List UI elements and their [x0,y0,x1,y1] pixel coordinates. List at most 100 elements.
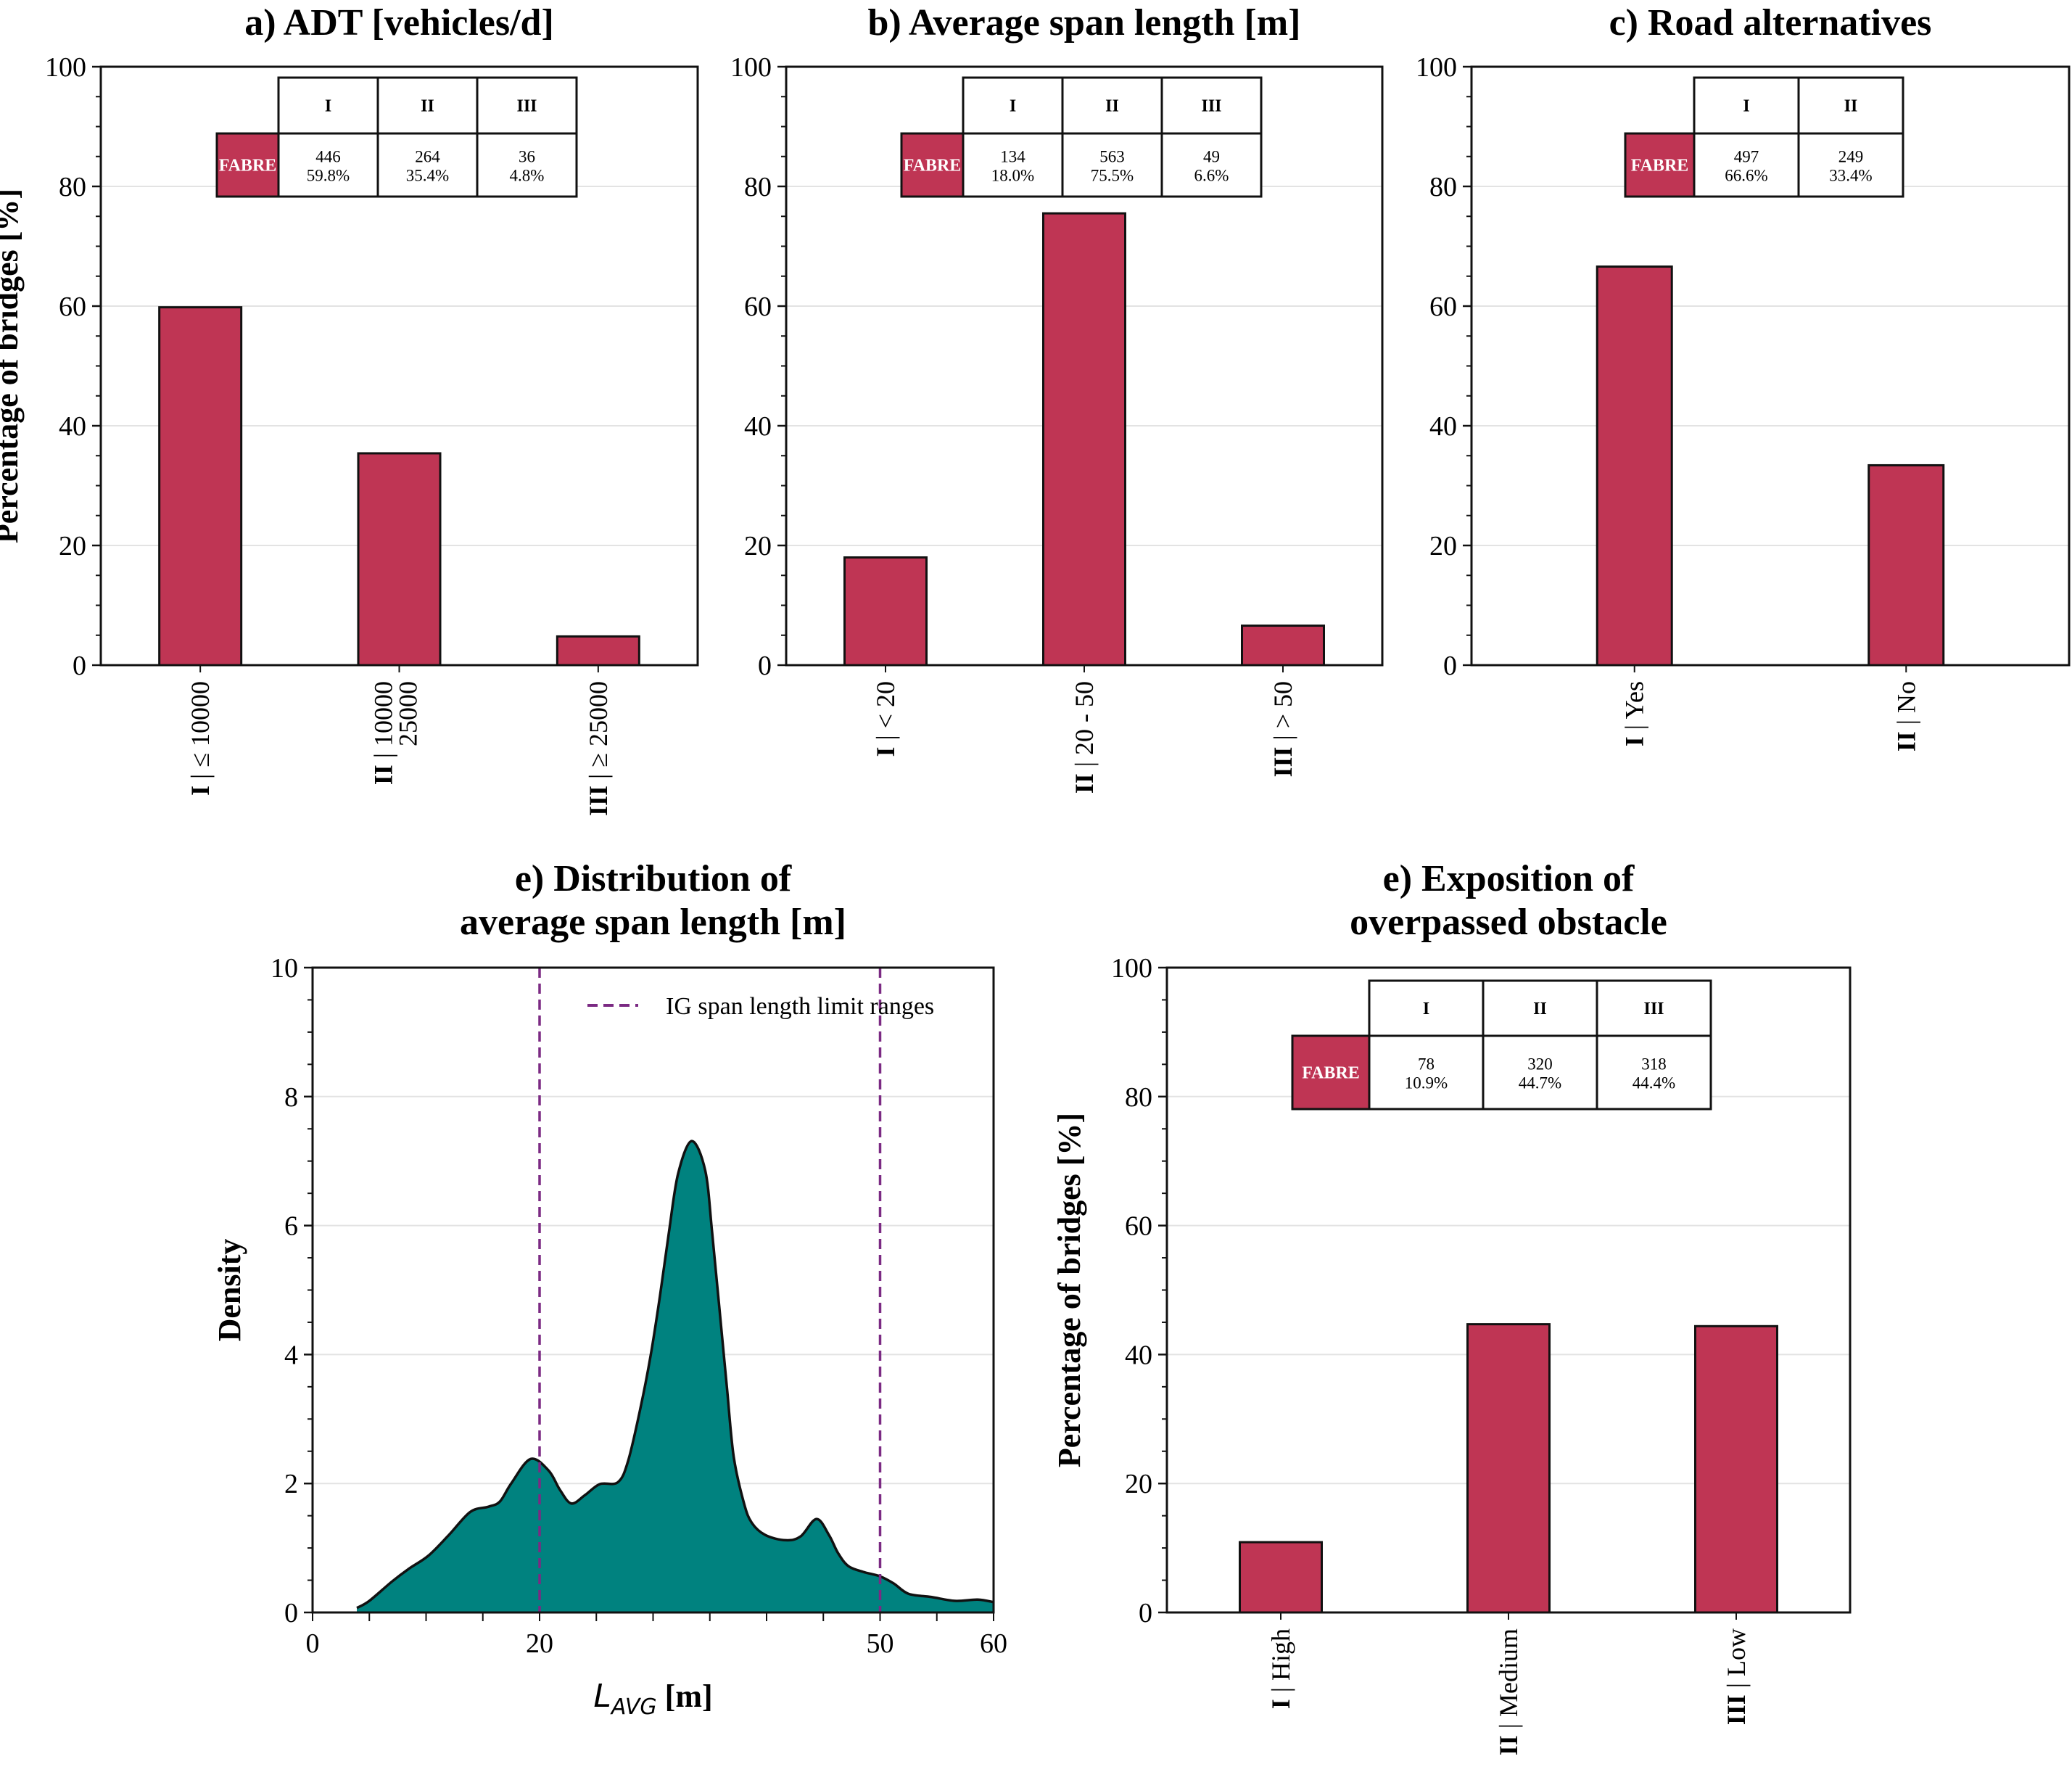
y-tick-label: 0 [73,651,86,681]
x-tick-label: I | < 20 [871,681,900,757]
table-row-label-cell [900,132,965,198]
y-tick-label: 60 [1429,292,1457,322]
table-header-cell [376,76,479,135]
x-tick-label: III | > 50 [1268,681,1297,778]
table-percent: 35.4% [406,167,449,185]
y-tick-label: 0 [284,1598,298,1628]
bar [843,556,928,667]
bar [1596,265,1673,667]
x-tick-text: | Low [1722,1628,1751,1694]
x-label-subscript: AVG [610,1694,657,1720]
bar [158,306,243,667]
x-tick-text: | 20 - 50 [1070,681,1099,773]
y-tick-label: 60 [744,292,772,322]
x-label-symbol: L [593,1678,611,1715]
chart-title: e) Distribution of [515,858,792,899]
bar [1867,464,1945,667]
table-percent: 18.0% [991,167,1034,185]
table-header-label: II [421,97,434,116]
bar [1042,212,1126,667]
table-header-label: II [1105,97,1119,116]
y-tick-label: 100 [1416,52,1457,83]
x-tick-roman: I [871,747,900,757]
table-header-label: III [516,97,537,116]
y-axis-label: Percentage of bridges [%] [0,189,25,543]
y-tick-label: 40 [59,411,86,442]
y-tick-label: 80 [1125,1082,1152,1113]
y-tick-label: 0 [1139,1598,1152,1628]
table-percent: 59.8% [307,167,350,185]
table-value-cell [476,132,578,198]
table-value-cell [1797,132,1904,198]
x-tick-text: | ≥ 25000 [584,681,613,786]
table-header-cell [1368,979,1485,1037]
table-count: 49 [1203,148,1220,166]
y-tick-label: 80 [1429,172,1457,202]
x-tick-text: | < 20 [871,681,900,747]
axes-frame [785,65,1384,667]
x-tick-text: | High [1266,1628,1295,1699]
chart-title: average span length [m] [460,902,846,943]
table-count: 563 [1099,148,1125,166]
x-tick-label: I | High [1266,1628,1295,1709]
y-tick-label: 2 [284,1469,298,1499]
bar [1241,625,1325,667]
bar [1239,1541,1323,1614]
table-count: 497 [1734,148,1759,166]
y-tick-label: 10 [271,953,298,984]
y-tick-label: 6 [284,1211,298,1242]
x-tick-text: | ≤ 10000 [186,681,215,786]
x-tick-roman: III [1268,747,1297,778]
legend: IG span length limit ranges [587,993,934,1020]
x-tick-label: II | 20 - 50 [1070,681,1099,794]
table-header-label: I [1423,1000,1429,1018]
x-tick-roman: III [584,786,613,816]
x-tick-text: | 10000 [369,681,398,765]
table-count: 36 [519,148,535,166]
x-axis-label: LAVG [m] [593,1678,712,1720]
table-percent: 44.7% [1519,1074,1561,1092]
x-tick-roman: I [186,786,215,796]
table-count: 134 [1000,148,1025,166]
x-tick-label: I | ≤ 10000 [186,681,215,796]
table-count: 318 [1641,1055,1667,1074]
table-header-cell [277,76,379,135]
table-count: 249 [1838,148,1864,166]
x-tick-label: III | Low [1722,1628,1751,1725]
x-tick-roman: II [1891,731,1920,751]
x-tick-label: 50 [867,1628,894,1659]
table-header-cell [1160,76,1263,135]
table-percent: 10.9% [1405,1074,1448,1092]
y-tick-label: 80 [744,172,772,202]
axes-frame [99,65,699,667]
x-label-unit: [m] [657,1678,713,1714]
x-tick-roman: III [1722,1694,1751,1725]
bar [556,635,640,667]
table-value-cell [962,132,1064,198]
y-tick-label: 0 [1443,651,1457,681]
y-tick-label: 20 [744,531,772,561]
y-tick-label: 0 [758,651,772,681]
bar [1466,1323,1551,1614]
table-header-label: I [1743,97,1749,116]
y-tick-label: 100 [1111,953,1152,984]
chart-title: e) Exposition of [1383,858,1635,899]
y-tick-label: 40 [1429,411,1457,442]
x-tick-label: II | 10000 [369,681,398,785]
table-count: 446 [315,148,341,166]
bar [1694,1324,1778,1614]
density-area [357,1141,994,1612]
y-tick-label: 60 [1125,1211,1152,1242]
x-tick-label: 0 [306,1628,320,1659]
chart-title: a) ADT [vehicles/d] [244,2,554,44]
table-percent: 6.6% [1194,167,1229,185]
table-value-cell [1061,132,1163,198]
table-row-label: FABRE [904,157,962,176]
